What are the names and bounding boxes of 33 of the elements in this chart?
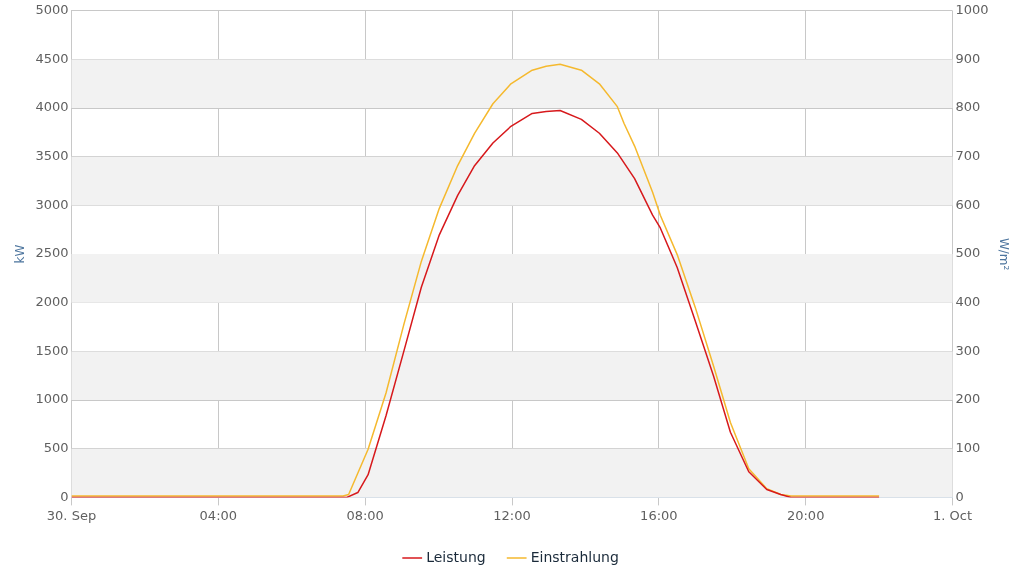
y-tick-label: 4500 — [35, 50, 69, 66]
y-tick-label: 2500 — [35, 245, 69, 261]
y2-tick-label: 800 — [955, 99, 981, 115]
y2-tick-label: 200 — [955, 391, 981, 407]
y2-tick-label: 900 — [955, 50, 981, 66]
y-tick-label: 5000 — [35, 2, 69, 18]
y-tick-label: 1500 — [35, 342, 69, 358]
x-tick-label: 08:00 — [346, 507, 384, 523]
y2-tick-label: 300 — [955, 342, 981, 358]
y2-tick-label: 1000 — [955, 2, 989, 18]
y-tick-label: 2000 — [35, 294, 69, 310]
y2-tick-label: 0 — [955, 488, 964, 504]
y2-tick-label: 500 — [955, 245, 981, 261]
y-tick-label: 4000 — [35, 99, 69, 115]
y2-tick-label: 700 — [955, 148, 981, 164]
legend-label: Einstrahlung — [530, 548, 619, 565]
y-axis-title: kW — [13, 244, 28, 264]
y-tick-label: 3000 — [35, 196, 69, 212]
y-tick-label: 1000 — [35, 391, 69, 407]
x-tick-label: 12:00 — [493, 507, 531, 523]
y2-tick-label: 600 — [955, 196, 981, 212]
y2-axis-title: W/m² — [996, 237, 1011, 271]
x-tick-label: 30. Sep — [46, 507, 97, 523]
y-tick-label: 0 — [60, 488, 69, 504]
x-tick-label: 20:00 — [786, 507, 825, 523]
legend-label: Leistung — [426, 548, 486, 565]
x-tick-label: 04:00 — [199, 507, 238, 523]
y2-tick-label: 400 — [955, 294, 981, 310]
y-tick-label: 3500 — [35, 148, 69, 164]
x-tick-label: 1. Oct — [933, 507, 973, 523]
x-tick-label: 16:00 — [640, 507, 678, 523]
y-tick-label: 500 — [43, 440, 69, 456]
y2-tick-label: 100 — [955, 440, 981, 456]
